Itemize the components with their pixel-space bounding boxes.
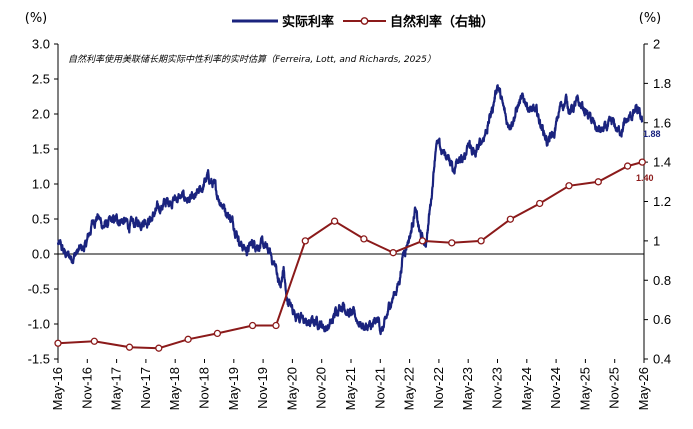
x-tick-label: May-25 (577, 367, 592, 410)
right-tick-label: 1.2 (653, 194, 671, 209)
left-tick-label: 0.5 (32, 212, 50, 227)
natural-rate-point (330, 217, 339, 225)
x-tick-label: May-23 (460, 367, 475, 410)
natural-rate-point (565, 182, 573, 190)
x-tick-label: Nov-16 (79, 367, 94, 409)
x-tick-label: May-17 (109, 367, 124, 410)
natural-rate-point (184, 335, 192, 343)
right-tick-label: 1.4 (653, 155, 671, 170)
left-tick-label: -1.0 (28, 317, 50, 332)
left-tick-label: 2.5 (32, 72, 50, 87)
legend-label-natural-rate: 自然利率（右轴） (390, 14, 494, 30)
left-tick-label: -0.5 (28, 282, 50, 297)
series-line-natural-rate (57, 161, 643, 350)
natural-rate-point (418, 237, 427, 245)
plot-area (54, 84, 646, 352)
x-tick-label: Nov-19 (255, 367, 270, 409)
end-label-real-rate: 1.88 (643, 129, 661, 139)
chart-note: 自然利率使用美联储长期实际中性利率的实时估算（Ferreira, Lott, a… (68, 54, 436, 65)
x-tick-label: May-20 (284, 367, 299, 410)
natural-rate-point (623, 162, 632, 170)
legend-marker-natural-rate (360, 17, 369, 25)
left-tick-label: 0.0 (32, 247, 50, 262)
left-axis: 3.0 2.5 2.0 1.5 1.0 0.5 0.0 -0.5 -1.0 -1.5 (28, 37, 58, 367)
x-tick-label: Nov-23 (490, 367, 505, 409)
right-axis-unit: (%) (639, 11, 662, 26)
natural-rate-point (638, 158, 646, 166)
natural-rate-point (594, 178, 602, 186)
legend: 实际利率 自然利率（右轴） (232, 14, 494, 30)
x-tick-label: Nov-20 (314, 367, 329, 409)
right-tick-label: 1.8 (653, 76, 671, 91)
x-tick-label: Nov-17 (138, 367, 153, 409)
natural-rate-point (448, 239, 456, 247)
natural-rate-point (360, 235, 368, 243)
natural-rate-point (90, 337, 98, 345)
left-axis-unit: (%) (25, 11, 48, 26)
natural-rate-point (54, 339, 62, 347)
right-tick-label: 0.8 (653, 273, 671, 288)
x-tick-label: May-21 (343, 367, 358, 410)
x-tick-label: May-24 (519, 367, 534, 410)
x-tick-label: May-19 (226, 367, 241, 410)
x-tick-label: Nov-21 (372, 367, 387, 409)
natural-rate-point (248, 321, 257, 330)
x-tick-label: Nov-25 (607, 367, 622, 409)
left-tick-label: 1.5 (32, 142, 50, 157)
natural-rate-point (536, 199, 544, 208)
natural-rate-point (213, 329, 222, 338)
right-tick-label: 2 (653, 37, 660, 52)
natural-rate-point (506, 215, 515, 223)
natural-rate-point (389, 249, 397, 257)
x-tick-label: May-22 (402, 367, 417, 410)
end-label-natural-rate: 1.40 (636, 173, 654, 183)
right-tick-label: 1.6 (653, 115, 671, 130)
x-tick-label: May-18 (167, 367, 182, 410)
natural-rate-point (155, 344, 163, 352)
natural-rate-point (125, 343, 134, 351)
left-tick-label: -1.5 (28, 352, 50, 367)
x-tick-label: May-16 (50, 367, 65, 410)
x-tick-label: Nov-18 (197, 367, 212, 409)
natural-rate-point (477, 237, 485, 245)
x-axis: May-16 Nov-16 May-17 Nov-17 May-18 Nov-18 May-… (50, 359, 651, 410)
x-tick-label: Nov-24 (548, 367, 563, 409)
series-line-real-rate (56, 84, 644, 336)
x-tick-label: May-26 (636, 367, 651, 410)
right-tick-label: 0.6 (653, 312, 671, 327)
legend-label-real-rate: 实际利率 (282, 14, 334, 30)
left-tick-label: 3.0 (32, 37, 50, 52)
natural-rate-point (272, 321, 280, 330)
right-tick-label: 0.4 (653, 352, 671, 367)
right-tick-label: 1 (653, 233, 660, 248)
left-tick-label: 1.0 (32, 177, 50, 192)
left-tick-label: 2.0 (32, 107, 50, 122)
right-axis: 2 1.8 1.6 1.4 1.2 1 0.8 0.6 0.4 (644, 37, 671, 367)
x-tick-label: Nov-22 (431, 367, 446, 409)
natural-rate-point (301, 237, 309, 245)
